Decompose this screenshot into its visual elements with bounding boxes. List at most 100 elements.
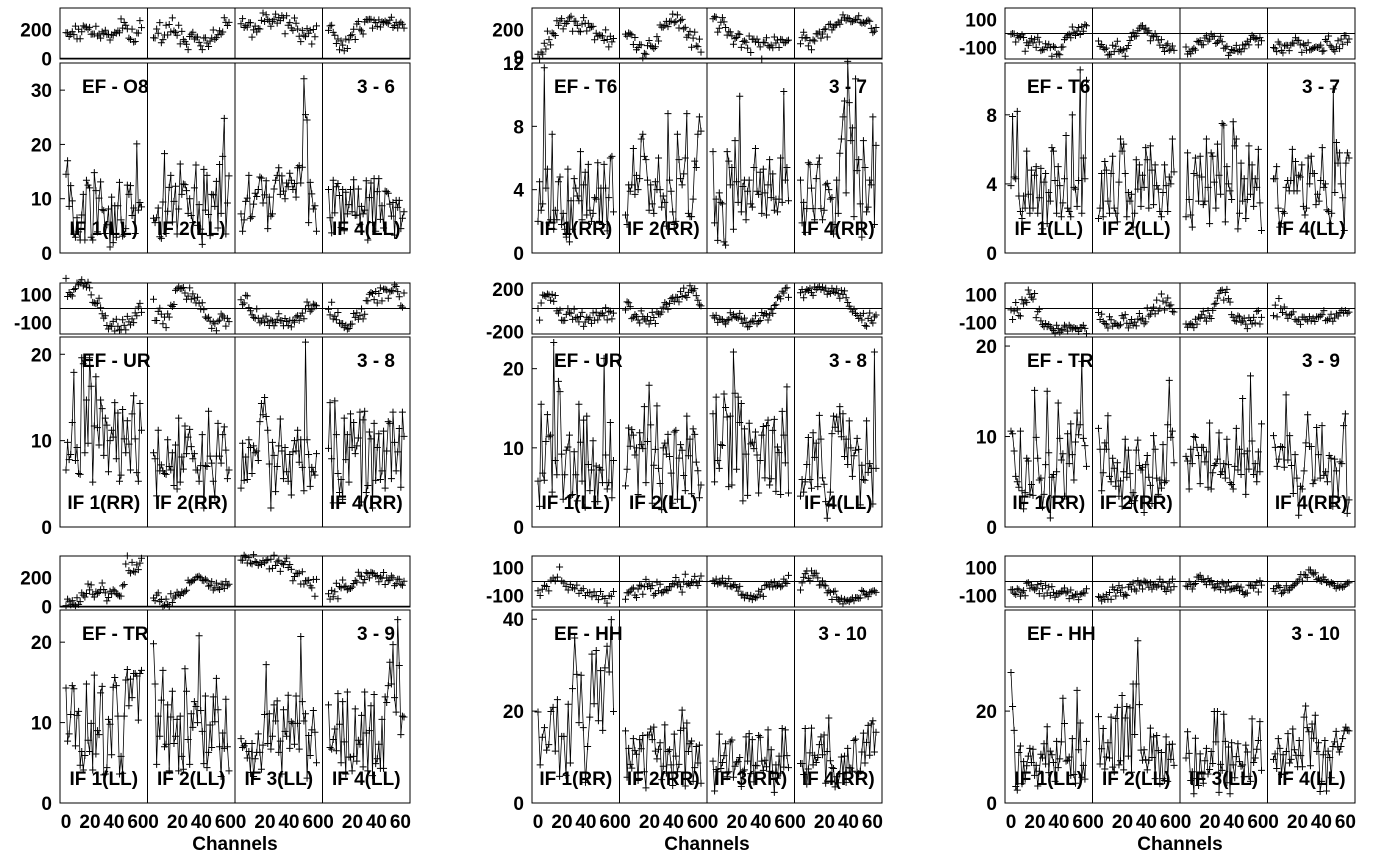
- phase-point: [637, 307, 645, 315]
- amplitude-point: [345, 478, 353, 486]
- amplitude-point: [841, 752, 849, 760]
- amplitude-point: [667, 187, 675, 195]
- phase-point: [806, 284, 814, 292]
- amplitude-point: [667, 469, 675, 477]
- if-label: IF 4(LL): [804, 493, 873, 514]
- amplitude-point: [62, 170, 70, 178]
- amplitude-point: [764, 726, 772, 734]
- amplitude-point: [844, 460, 852, 468]
- phase-point: [808, 46, 816, 54]
- amplitude-point: [1297, 752, 1305, 760]
- phase-point: [761, 39, 769, 47]
- phase-point: [1190, 581, 1198, 589]
- amplitude-point: [134, 477, 142, 485]
- baseline-number-label: 3 - 9: [1302, 351, 1340, 372]
- amplitude-point: [237, 210, 245, 218]
- amplitude-point: [287, 718, 295, 726]
- amplitude-point: [275, 164, 283, 172]
- amplitude-point: [709, 410, 717, 418]
- amplitude-point: [547, 431, 555, 439]
- phase-point: [780, 575, 788, 583]
- phase-point: [111, 327, 119, 335]
- phase-point: [1217, 32, 1225, 40]
- amplitude-point: [859, 476, 867, 483]
- amplitude-point: [394, 203, 402, 211]
- amplitude-series-line: [1098, 640, 1175, 784]
- if-label: IF 1(LL): [1014, 769, 1083, 790]
- amplitude-point: [681, 487, 689, 495]
- amplitude-point: [151, 455, 159, 463]
- amplitude-point: [237, 484, 245, 492]
- phase-point: [162, 324, 170, 332]
- amplitude-point: [1042, 760, 1050, 768]
- amplitude-point: [270, 185, 278, 193]
- amplitude-point: [398, 712, 406, 720]
- amplitude-point: [1235, 445, 1243, 453]
- amplitude-point: [545, 219, 553, 227]
- if-label: IF 2(LL): [157, 769, 226, 790]
- amplitude-point: [606, 154, 614, 162]
- amplitude-point: [847, 137, 855, 145]
- phase-point: [1029, 39, 1037, 47]
- amplitude-point: [220, 744, 228, 752]
- amplitude-point: [164, 436, 172, 444]
- amplitude-point: [150, 214, 157, 222]
- amplitude-point: [1340, 422, 1348, 430]
- amplitude-point: [603, 485, 611, 493]
- amplitude-point: [1016, 208, 1024, 216]
- amplitude-point: [1070, 476, 1078, 484]
- phase-point: [308, 584, 316, 592]
- phase-point: [695, 301, 703, 309]
- amplitude-point: [769, 170, 777, 178]
- amplitude-point: [569, 685, 577, 693]
- phase-point: [772, 301, 780, 309]
- amplitude-point: [114, 202, 122, 210]
- amplitude-point: [172, 441, 180, 449]
- amplitude-point: [800, 198, 808, 206]
- phase-point: [305, 576, 313, 584]
- amplitude-tick-label: 0: [513, 518, 524, 539]
- amplitude-point: [176, 712, 184, 720]
- amplitude-point: [97, 396, 105, 404]
- phase-point: [1226, 586, 1234, 594]
- amplitude-point: [1279, 208, 1287, 216]
- phase-point: [572, 314, 580, 322]
- amplitude-point: [175, 414, 183, 422]
- amplitude-point: [68, 682, 76, 690]
- amplitude-point: [669, 782, 677, 790]
- phase-point: [1256, 320, 1264, 328]
- amplitude-tick-label: 12: [503, 54, 524, 75]
- phase-point: [76, 35, 84, 43]
- phase-point: [1258, 581, 1265, 589]
- phase-point: [262, 11, 270, 19]
- amplitude-point: [1304, 154, 1312, 162]
- phase-point: [1107, 316, 1115, 324]
- amplitude-point: [1135, 701, 1143, 709]
- amplitude-point: [822, 181, 830, 189]
- phase-point: [1073, 27, 1081, 35]
- phase-point: [1026, 290, 1034, 298]
- amplitude-point: [1304, 411, 1312, 419]
- amplitude-point: [203, 764, 211, 772]
- phase-point: [164, 31, 172, 39]
- if-panel-3: IF 3(RR): [709, 571, 792, 796]
- amplitude-point: [1053, 209, 1061, 217]
- amplitude-point: [259, 199, 267, 207]
- amplitude-point: [623, 773, 631, 781]
- phase-point: [350, 25, 358, 33]
- phase-point: [225, 318, 233, 326]
- amplitude-point: [1034, 454, 1042, 462]
- phase-point: [300, 31, 308, 39]
- amplitude-point: [1067, 771, 1075, 779]
- phase-point: [120, 321, 128, 329]
- phase-point: [686, 581, 694, 589]
- amplitude-point: [198, 431, 206, 439]
- amplitude-point: [372, 227, 380, 235]
- amplitude-series-line: [625, 113, 702, 227]
- x-tick-label: 20: [342, 812, 363, 833]
- amplitude-point: [208, 190, 216, 198]
- phase-point: [178, 284, 186, 292]
- amplitude-point: [1057, 738, 1065, 746]
- amplitude-point: [842, 189, 850, 197]
- amplitude-point: [1070, 771, 1078, 779]
